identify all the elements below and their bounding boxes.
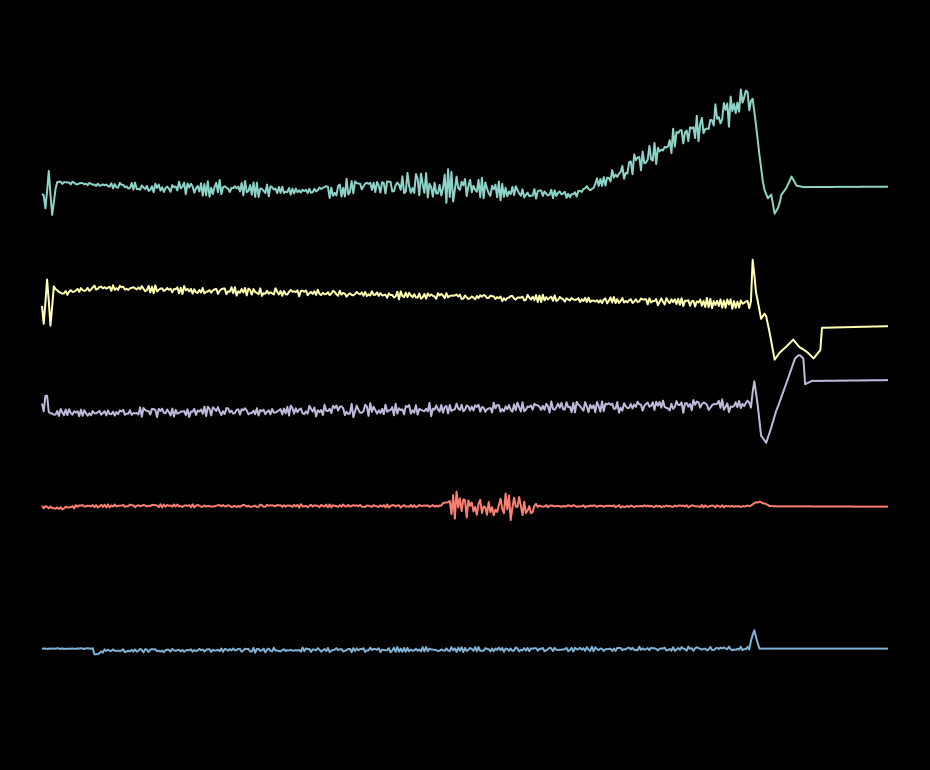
series-layer <box>41 88 889 656</box>
series-line-3 <box>41 354 889 444</box>
series-line-5 <box>41 629 888 656</box>
series-line-1 <box>41 88 889 216</box>
series-line-2 <box>41 258 889 361</box>
series-line-4 <box>41 490 889 522</box>
